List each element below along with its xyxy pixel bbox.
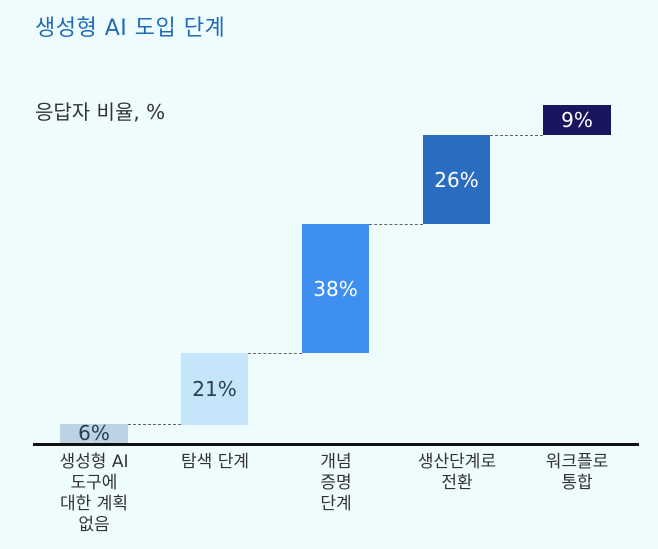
connector-line: [128, 424, 181, 425]
category-label: 생산단계로 전환: [417, 452, 497, 493]
bar-no-plan: 6%: [60, 421, 128, 445]
connector-line: [369, 224, 423, 225]
bar-exploration: 21%: [181, 353, 248, 425]
bar-value-label: 21%: [192, 377, 237, 401]
bar-workflow-integration: 9%: [543, 105, 611, 135]
x-axis-line: [33, 443, 639, 446]
category-label: 탐색 단계: [181, 452, 249, 472]
category-label: 생성형 AI 도구에 대한 계획 없음: [59, 452, 129, 535]
bar-proof-of-concept: 38%: [302, 224, 369, 353]
bar-value-label: 9%: [561, 108, 593, 132]
category-label: 워크플로 통합: [545, 452, 609, 493]
connector-line: [248, 353, 302, 354]
bar-value-label: 26%: [434, 167, 479, 192]
chart-title: 생성형 AI 도입 단계: [35, 16, 226, 41]
category-label: 개념 증명 단계: [320, 452, 352, 514]
y-axis-label: 응답자 비율, %: [35, 100, 166, 124]
bar-value-label: 38%: [313, 276, 358, 301]
bar-production: 26%: [423, 135, 490, 224]
connector-line: [490, 135, 543, 136]
bar-value-label: 6%: [78, 421, 110, 445]
